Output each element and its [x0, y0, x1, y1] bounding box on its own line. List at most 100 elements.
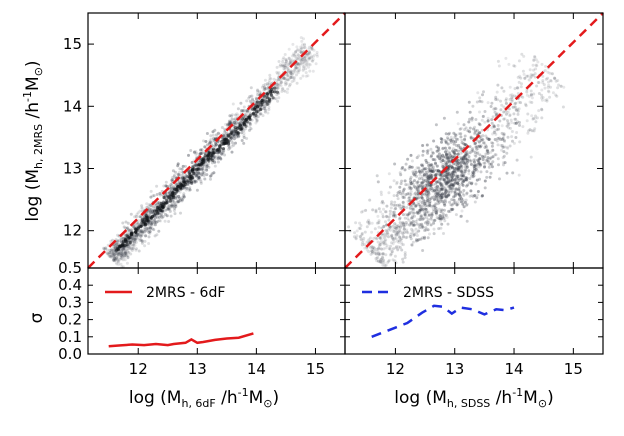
scatter-point	[462, 198, 465, 201]
scatter-points-left	[102, 36, 319, 268]
scatter-point	[113, 257, 116, 260]
scatter-point	[466, 220, 469, 223]
scatter-point	[353, 231, 356, 234]
scatter-point-dense	[259, 108, 262, 111]
scatter-point	[195, 180, 198, 183]
scatter-point	[402, 235, 405, 238]
scatter-point	[389, 213, 392, 216]
scatter-point	[436, 165, 439, 168]
scatter-point	[421, 154, 424, 157]
scatter-point	[506, 125, 509, 128]
scatter-point	[511, 130, 514, 133]
scatter-point	[148, 235, 151, 238]
scatter-point-dense	[161, 209, 164, 212]
scatter-point	[182, 165, 185, 168]
scatter-point	[140, 229, 143, 232]
scatter-point	[447, 133, 450, 136]
scatter-point	[211, 172, 214, 175]
scatter-point	[465, 193, 468, 196]
scatter-point	[189, 149, 192, 152]
scatter-point	[441, 216, 444, 219]
scatter-point	[264, 79, 267, 82]
scatter-point	[424, 229, 427, 232]
scatter-point	[531, 96, 534, 99]
scatter-point	[399, 221, 402, 224]
scatter-point	[531, 74, 534, 77]
xlabel-right-main: log (M	[394, 388, 447, 408]
scatter-point	[544, 87, 547, 90]
scatter-point	[418, 174, 421, 177]
scatter-point-dense	[130, 232, 133, 235]
scatter-point	[226, 124, 229, 127]
scatter-point	[231, 151, 234, 154]
scatter-point	[215, 143, 218, 146]
scatter-point	[408, 197, 411, 200]
scatter-point	[382, 259, 385, 262]
scatter-point	[411, 244, 414, 247]
scatter-point	[297, 48, 300, 51]
scatter-point	[447, 177, 450, 180]
scatter-point	[185, 189, 188, 192]
scatter-point	[160, 213, 163, 216]
scatter-point	[382, 215, 385, 218]
scatter-point	[262, 89, 265, 92]
scatter-point	[491, 145, 494, 148]
scatter-point	[428, 233, 431, 236]
scatter-point	[394, 214, 397, 217]
scatter-point	[530, 94, 533, 97]
scatter-point	[416, 234, 419, 237]
scatter-point	[200, 152, 203, 155]
scatter-point-dense	[272, 96, 275, 99]
scatter-point	[457, 150, 460, 153]
scatter-point	[234, 117, 237, 120]
scatter-point	[361, 232, 364, 235]
scatter-point	[461, 192, 464, 195]
scatter-point	[431, 196, 434, 199]
scatter-point	[147, 227, 150, 230]
scatter-point	[537, 109, 540, 112]
scatter-point-dense	[143, 218, 146, 221]
scatter-point	[515, 131, 518, 134]
scatter-point	[548, 72, 551, 75]
scatter-point	[441, 163, 444, 166]
scatter-point	[416, 180, 419, 183]
scatter-point	[463, 205, 466, 208]
scatter-point	[182, 192, 185, 195]
scatter-point	[457, 122, 460, 125]
scatter-point	[448, 152, 451, 155]
scatter-point	[492, 115, 495, 118]
scatter-point	[483, 121, 486, 124]
scatter-point	[377, 252, 380, 255]
scatter-point	[256, 89, 259, 92]
scatter-point	[170, 215, 173, 218]
scatter-point	[490, 163, 493, 166]
scatter-point-dense	[189, 175, 192, 178]
scatter-point	[109, 251, 112, 254]
scatter-point	[455, 167, 458, 170]
scatter-point	[412, 224, 415, 227]
scatter-point	[503, 146, 506, 149]
scatter-point	[193, 164, 196, 167]
scatter-point	[467, 121, 470, 124]
ylabel-top: log (Mh, 2MRS /h-1M⊙)	[21, 60, 45, 221]
scatter-point	[290, 69, 293, 72]
scatter-point	[367, 250, 370, 253]
scatter-point	[376, 174, 379, 177]
scatter-point	[415, 228, 418, 231]
scatter-point	[497, 128, 500, 131]
scatter-point	[376, 215, 379, 218]
scatter-point	[241, 139, 244, 142]
scatter-point	[193, 151, 196, 154]
scatter-point	[390, 235, 393, 238]
scatter-point	[552, 91, 555, 94]
scatter-point	[429, 148, 432, 151]
scatter-point	[438, 214, 441, 217]
scatter-point	[454, 140, 457, 143]
scatter-point	[541, 79, 544, 82]
scatter-point	[427, 214, 430, 217]
scatter-point	[395, 228, 398, 231]
scatter-point	[478, 96, 481, 99]
scatter-point	[473, 154, 476, 157]
scatter-point	[526, 119, 529, 122]
scatter-point	[237, 135, 240, 138]
